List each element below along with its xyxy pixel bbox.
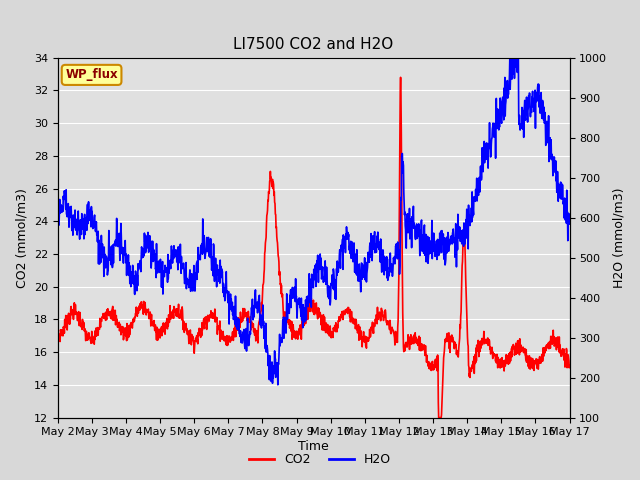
X-axis label: Time: Time [298, 440, 329, 453]
Title: LI7500 CO2 and H2O: LI7500 CO2 and H2O [234, 37, 394, 52]
Y-axis label: H2O (mmol/m3): H2O (mmol/m3) [613, 187, 626, 288]
Y-axis label: CO2 (mmol/m3): CO2 (mmol/m3) [15, 188, 28, 288]
Legend: CO2, H2O: CO2, H2O [244, 448, 396, 471]
Text: WP_flux: WP_flux [65, 68, 118, 82]
